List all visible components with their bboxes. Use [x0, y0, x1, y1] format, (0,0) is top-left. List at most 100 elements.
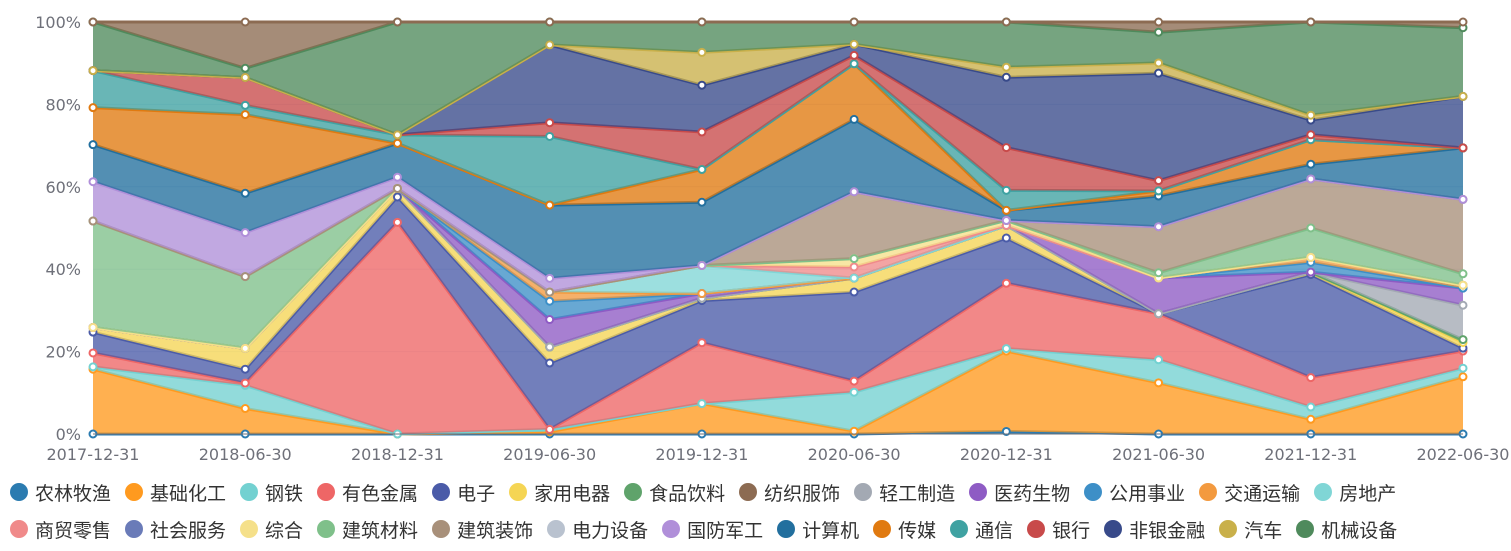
legend-label: 建筑材料: [342, 519, 419, 542]
data-point: [1154, 355, 1164, 365]
legend-item[interactable]: 房地产: [1314, 478, 1396, 506]
data-point: [88, 140, 98, 150]
data-point: [849, 254, 859, 264]
data-point: [240, 343, 250, 353]
legend-item[interactable]: 食品饮料: [624, 478, 725, 506]
legend-item[interactable]: 电子: [432, 478, 495, 506]
y-tick-label: 60%: [45, 178, 81, 197]
legend-item[interactable]: 建筑材料: [317, 515, 418, 543]
legend-marker-icon: [739, 483, 758, 501]
legend-marker-icon: [1296, 520, 1315, 538]
data-point: [88, 323, 98, 333]
data-point: [88, 103, 98, 113]
legend-item[interactable]: 通信: [950, 515, 1013, 543]
legend-item[interactable]: 公用事业: [1084, 478, 1185, 506]
legend-item[interactable]: 计算机: [777, 515, 859, 543]
legend-item[interactable]: 商贸零售: [10, 515, 111, 543]
legend-item[interactable]: 家用电器: [509, 478, 610, 506]
data-point: [1154, 176, 1164, 186]
legend-item[interactable]: 钢铁: [240, 478, 303, 506]
legend-label: 纺织服饰: [764, 482, 841, 505]
legend-item[interactable]: 医药生物: [969, 478, 1070, 506]
data-point: [1306, 223, 1316, 233]
legend-item[interactable]: 纺织服饰: [739, 478, 840, 506]
data-point: [1001, 17, 1011, 27]
data-point: [240, 188, 250, 198]
data-point: [1306, 130, 1316, 140]
data-point: [545, 118, 555, 128]
data-point: [1458, 143, 1468, 153]
data-point: [849, 39, 859, 49]
data-point: [1154, 27, 1164, 37]
data-point: [697, 17, 707, 27]
area-band: [93, 44, 1463, 181]
data-point: [1306, 110, 1316, 120]
data-point: [1306, 414, 1316, 424]
legend-marker-icon: [1219, 520, 1238, 538]
legend-item[interactable]: 机械设备: [1296, 515, 1397, 543]
data-point: [1458, 335, 1468, 345]
legend-label: 汽车: [1244, 519, 1283, 542]
y-tick-label: 20%: [45, 343, 81, 362]
data-point: [1306, 402, 1316, 412]
x-tick-label: 2018-06-30: [199, 445, 292, 464]
legend-item[interactable]: 汽车: [1219, 515, 1282, 543]
data-point: [240, 100, 250, 110]
data-point: [240, 364, 250, 374]
data-point: [545, 131, 555, 141]
data-point: [697, 260, 707, 270]
legend-label: 建筑装饰: [457, 519, 534, 542]
data-point: [88, 348, 98, 358]
legend-item[interactable]: 农林牧渔: [10, 478, 111, 506]
data-point: [1154, 378, 1164, 388]
legend-item[interactable]: 有色金属: [317, 478, 418, 506]
data-point: [88, 216, 98, 226]
legend-item[interactable]: 轻工制造: [854, 478, 955, 506]
area-band: [93, 22, 1463, 135]
legend-item[interactable]: 电力设备: [547, 515, 648, 543]
data-point: [240, 378, 250, 388]
x-tick-label: 2020-06-30: [808, 445, 901, 464]
legend-marker-icon: [240, 520, 259, 538]
legend-marker-icon: [240, 483, 259, 501]
data-point: [1001, 426, 1011, 436]
legend-item[interactable]: 传媒: [873, 515, 936, 543]
legend-item[interactable]: 交通运输: [1199, 478, 1300, 506]
legend-label: 轻工制造: [879, 482, 956, 505]
data-point: [1154, 58, 1164, 68]
data-point: [545, 315, 555, 325]
legend-item[interactable]: 国防军工: [662, 515, 763, 543]
legend-label: 计算机: [802, 519, 860, 542]
legend-marker-icon: [662, 520, 681, 538]
legend-item[interactable]: 银行: [1027, 515, 1090, 543]
legend-item[interactable]: 非银金融: [1104, 515, 1205, 543]
data-point: [697, 80, 707, 90]
y-axis: 0% 20% 40% 60% 80% 100%: [35, 13, 81, 444]
legend-marker-icon: [873, 520, 892, 538]
area-band: [93, 351, 1463, 434]
area-band: [93, 177, 1463, 293]
legend-label: 医药生物: [994, 482, 1071, 505]
data-point: [1306, 159, 1316, 169]
legend-item[interactable]: 综合: [240, 515, 303, 543]
data-point: [545, 40, 555, 50]
data-point: [849, 273, 859, 283]
legend-item[interactable]: 基础化工: [125, 478, 226, 506]
data-point: [88, 17, 98, 27]
y-tick-label: 100%: [35, 13, 81, 32]
area-band: [93, 188, 1463, 349]
legend-marker-icon: [547, 520, 566, 538]
area-band: [93, 348, 1463, 434]
legend-item[interactable]: 社会服务: [125, 515, 226, 543]
legend-item[interactable]: 建筑装饰: [432, 515, 533, 543]
data-point: [545, 358, 555, 368]
area-band: [93, 178, 1463, 293]
data-point: [849, 50, 859, 60]
data-point: [1306, 267, 1316, 277]
data-point: [392, 183, 402, 193]
legend-label: 非银金融: [1129, 519, 1206, 542]
legend-label: 电子: [457, 482, 496, 505]
data-point: [545, 342, 555, 352]
data-point: [240, 272, 250, 282]
